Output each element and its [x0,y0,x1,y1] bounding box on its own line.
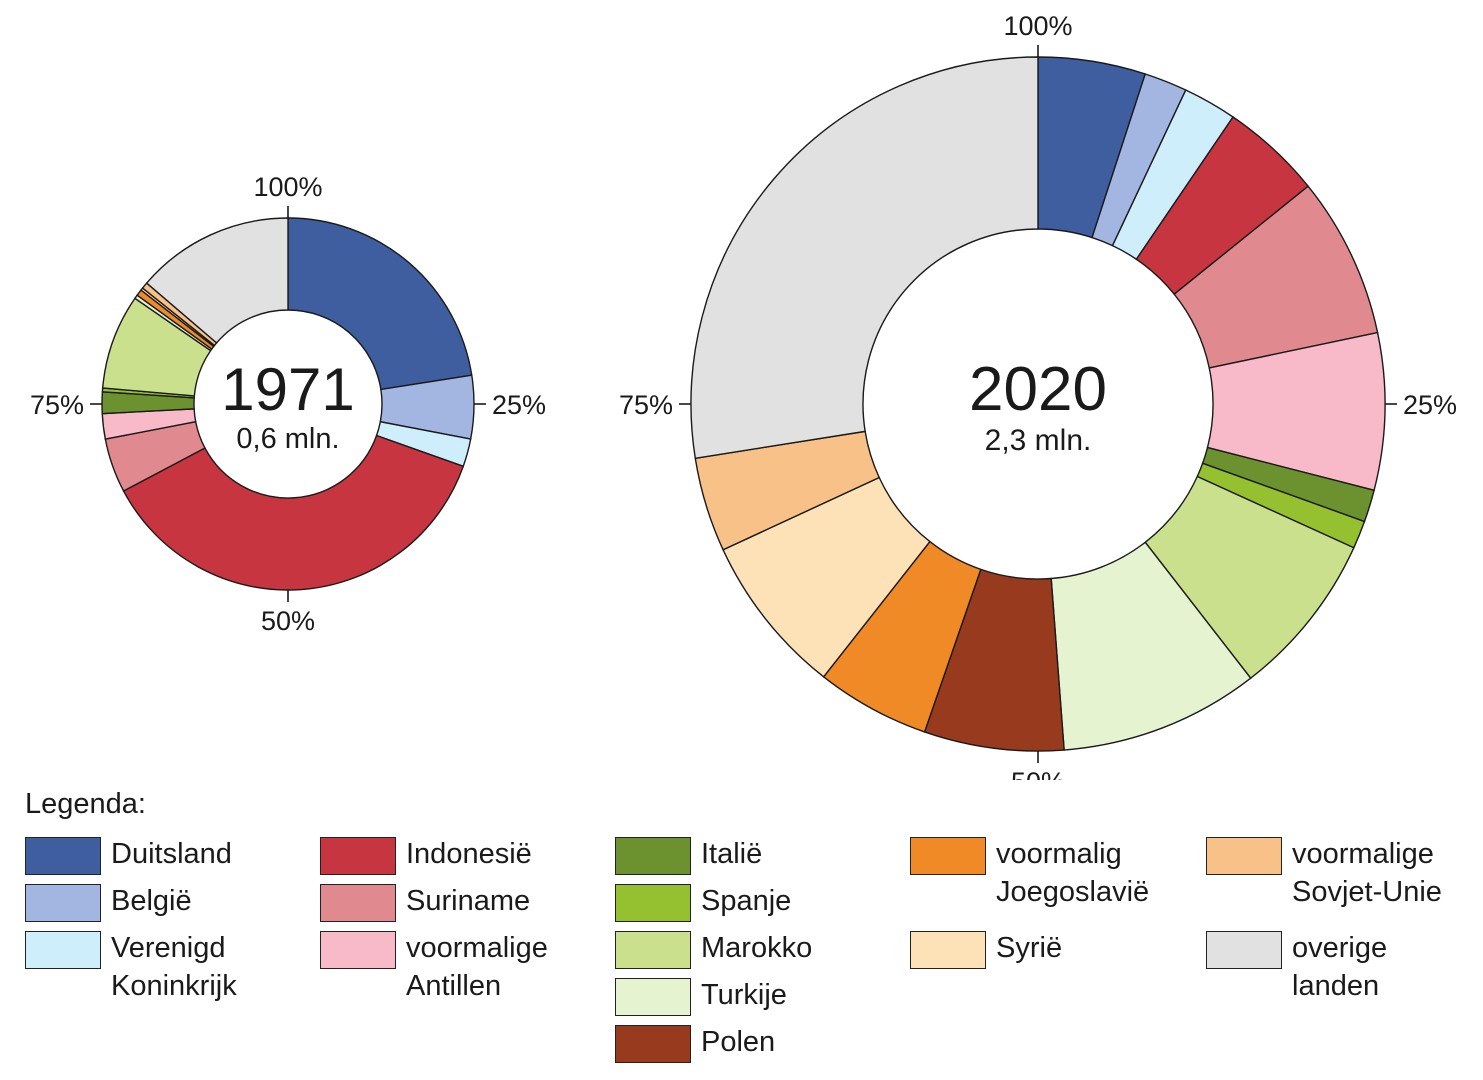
legend-item-duitsland: Duitsland [25,837,232,875]
axis-label-1971-2: 50% [261,606,315,636]
slice-1971-overige-landen [145,217,289,344]
legend-swatch [910,931,986,969]
legend-swatch [615,1025,691,1063]
legend-label: Indonesië [406,838,532,870]
legend-swatch [25,837,101,875]
slice-2020-overige-landen [690,56,1039,460]
legend-swatch [615,931,691,969]
legend-label: voormalig Joegoslavië [996,838,1150,908]
axis-label-2020-3: 75% [619,390,673,420]
legend-label: Turkije [701,979,787,1011]
axis-label-2020-0: 100% [1003,11,1072,41]
legend-label: overige landen [1292,932,1388,1002]
legend-item-voormalige-sovjet-unie: voormalige Sovjet-Unie [1206,837,1442,911]
legend-label: Suriname [406,885,531,917]
legend-swatch [1206,837,1282,875]
legend-swatch [615,884,691,922]
legend-item-belgi-: België [25,884,192,922]
legend-item-voormalig-joegoslavi-: voormalig Joegoslavië [910,837,1149,911]
legend-item-marokko: Marokko [615,931,812,969]
legend-label: voormalige Sovjet-Unie [1292,838,1442,908]
legend-swatch [320,837,396,875]
legend-label: Italië [701,838,763,870]
legend-label: Verenigd Koninkrijk [111,932,237,1002]
axis-label-1971-0: 100% [253,172,322,202]
legend-item-turkije: Turkije [615,978,787,1016]
legend-label: Marokko [701,932,813,964]
slice-1971-indonesi- [122,434,465,591]
legend-swatch [320,884,396,922]
center-year-2020: 2020 [969,355,1107,424]
axis-label-2020-2: 50% [1011,767,1065,780]
legend-swatch [615,837,691,875]
center-total-2020: 2,3 mln. [985,424,1092,457]
legend-swatch [910,837,986,875]
legend-item-suriname: Suriname [320,884,530,922]
legend-item-syri-: Syrië [910,931,1062,969]
legend-item-voormalige-antillen: voormalige Antillen [320,931,548,1005]
legend-swatch [25,884,101,922]
legend-item-verenigd-koninkrijk: Verenigd Koninkrijk [25,931,237,1005]
legend-label: Duitsland [111,838,232,870]
legend-label: Syrië [996,932,1063,964]
legend-swatch [320,931,396,969]
axis-label-1971-3: 75% [30,390,84,420]
axis-label-1971-1: 25% [492,390,546,420]
legend-item-itali-: Italië [615,837,762,875]
legend-item-indonesi-: Indonesië [320,837,532,875]
legend-label: Polen [701,1026,776,1058]
legend-label: België [111,885,192,917]
legend-item-polen: Polen [615,1025,775,1063]
legend-label: voormalige Antillen [406,932,548,1002]
legend-item-spanje: Spanje [615,884,791,922]
legend-item-overige-landen: overige landen [1206,931,1387,1005]
legend-swatch [615,978,691,1016]
axis-label-2020-1: 25% [1403,390,1457,420]
legend-label: Spanje [701,885,792,917]
legend-swatch [25,931,101,969]
slice-1971-duitsland [287,217,473,391]
center-year-1971: 1971 [221,356,354,423]
center-total-1971: 0,6 mln. [236,423,339,455]
legend-swatch [1206,931,1282,969]
legend-title: Legenda: [25,788,146,820]
